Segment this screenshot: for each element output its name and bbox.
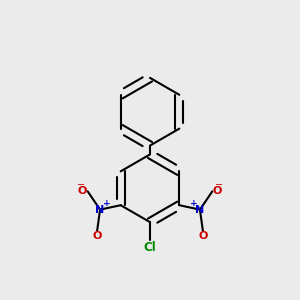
Text: +: + [190,199,197,208]
Text: Cl: Cl [144,241,156,254]
Text: N: N [95,205,105,214]
Text: O: O [213,186,222,197]
Text: −: − [77,180,85,190]
Text: O: O [78,186,87,197]
Text: −: − [215,180,223,190]
Text: O: O [92,231,102,242]
Text: +: + [103,199,110,208]
Text: O: O [198,231,208,242]
Text: N: N [195,205,205,214]
